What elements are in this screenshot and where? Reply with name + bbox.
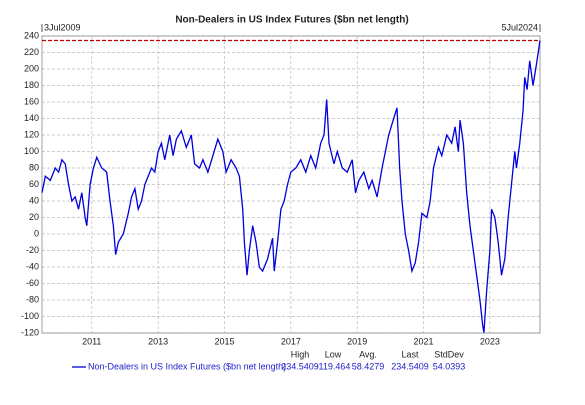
plot-frame bbox=[41, 35, 541, 334]
y-tick-label: -60 bbox=[26, 278, 39, 288]
y-tick-label: 0 bbox=[34, 228, 39, 238]
y-tick-label: 220 bbox=[24, 47, 39, 57]
y-tick-label: 40 bbox=[29, 195, 39, 205]
y-tick-label: 180 bbox=[24, 80, 39, 90]
y-tick-label: 20 bbox=[29, 212, 39, 222]
y-tick-label: 200 bbox=[24, 63, 39, 73]
range-label: 3Jul2009 bbox=[44, 22, 81, 32]
stat-header: Low bbox=[325, 349, 342, 359]
range-label: 5Jul2024 bbox=[501, 22, 538, 32]
y-tick-label: 60 bbox=[29, 179, 39, 189]
chart-title: Non-Dealers in US Index Futures ($bn net… bbox=[175, 15, 408, 26]
stat-value: 234.5409 bbox=[281, 361, 319, 371]
x-tick-label: 2017 bbox=[281, 336, 301, 346]
data-line bbox=[41, 40, 541, 333]
stat-header: Last bbox=[401, 349, 419, 359]
stat-value: 54.0393 bbox=[433, 361, 466, 371]
y-tick-label: 240 bbox=[24, 30, 39, 40]
stat-value: -119.464 bbox=[316, 361, 351, 371]
y-tick-label: 100 bbox=[24, 146, 39, 156]
stat-value: 58.4279 bbox=[352, 361, 385, 371]
y-tick-label: 140 bbox=[24, 113, 39, 123]
y-tick-label: -80 bbox=[26, 294, 39, 304]
stat-header: StdDev bbox=[434, 349, 464, 359]
y-tick-label: -100 bbox=[21, 311, 39, 321]
x-tick-label: 2011 bbox=[82, 336, 101, 346]
y-tick-label: -20 bbox=[26, 245, 39, 255]
y-tick-label: -40 bbox=[26, 261, 39, 271]
y-tick-label: 80 bbox=[29, 162, 39, 172]
x-tick-label: 2021 bbox=[414, 336, 434, 346]
y-tick-label: 120 bbox=[24, 129, 39, 139]
y-tick-label: -120 bbox=[21, 327, 39, 337]
x-tick-label: 2019 bbox=[347, 336, 367, 346]
x-tick-label: 2013 bbox=[148, 336, 168, 346]
x-tick-label: 2015 bbox=[214, 336, 234, 346]
stat-value: 234.5409 bbox=[391, 361, 429, 371]
x-tick-label: 2023 bbox=[480, 336, 500, 346]
stat-header: High bbox=[291, 349, 310, 359]
stat-header: Avg. bbox=[359, 349, 377, 359]
y-tick-label: 160 bbox=[24, 96, 39, 106]
legend-label: Non-Dealers in US Index Futures ($bn net… bbox=[88, 361, 286, 371]
